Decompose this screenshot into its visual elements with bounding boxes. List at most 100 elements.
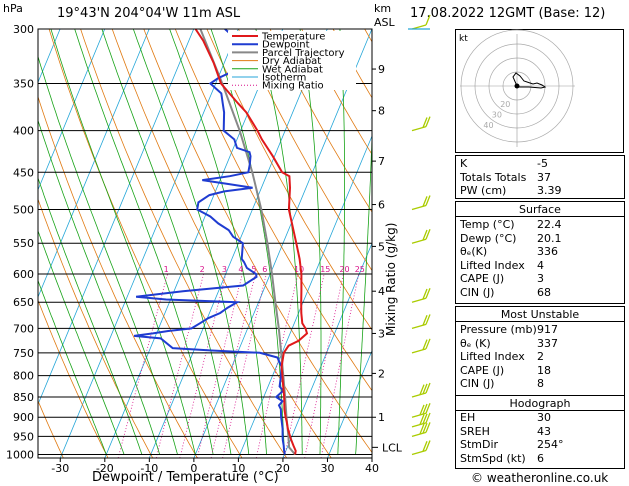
table-row: PW (cm) 3.39 bbox=[456, 184, 624, 198]
mixing-ratio-axis-label: Mixing Ratio (g/kg) bbox=[384, 222, 398, 336]
isotherm-line bbox=[327, 349, 372, 458]
row-label: Lifted Index bbox=[460, 350, 525, 363]
table-row: StmSpd (kt) 6 bbox=[456, 452, 624, 466]
km-tick-label: 2 bbox=[378, 367, 385, 380]
dry-adiabat-line bbox=[206, 29, 372, 331]
hodograph-title: Hodograph bbox=[509, 397, 571, 410]
table-row: CIN (J) 68 bbox=[456, 286, 624, 300]
pressure-tick-label: 550 bbox=[13, 237, 34, 250]
mixing-ratio-label: 20 bbox=[339, 265, 349, 274]
mixing-ratio-line bbox=[179, 273, 227, 458]
mixing-ratio-line bbox=[196, 273, 243, 458]
mixing-ratio-label: 15 bbox=[320, 265, 330, 274]
legend-entry: Wet Adiabat bbox=[262, 64, 323, 75]
x-tick-label: -30 bbox=[51, 462, 69, 475]
mixing-ratio-label: 25 bbox=[355, 265, 365, 274]
wind-barb-flag bbox=[422, 403, 428, 415]
pressure-tick-label: 1000 bbox=[6, 448, 34, 461]
row-value: 37 bbox=[537, 170, 551, 184]
row-label: Totals Totals bbox=[460, 170, 527, 184]
pressure-tick-label: 900 bbox=[13, 411, 34, 424]
row-value: -5 bbox=[537, 157, 548, 170]
mixing-ratio-line bbox=[155, 273, 204, 458]
plot-frame bbox=[37, 28, 373, 459]
row-label: CAPE (J) bbox=[460, 272, 505, 285]
temperature-line bbox=[194, 29, 309, 455]
table-row: Pressure (mb) 917 bbox=[456, 323, 624, 337]
isotherm-line bbox=[38, 29, 106, 191]
dry-adiabat-line bbox=[48, 29, 243, 458]
km-tick-label: 6 bbox=[378, 199, 385, 212]
most-unstable-title: Most Unstable bbox=[500, 308, 580, 321]
x-axis-label: Dewpoint / Temperature (°C) bbox=[92, 470, 279, 485]
wind-barb-flag bbox=[422, 339, 428, 350]
wind-barb-flag bbox=[422, 413, 428, 424]
wind-barb bbox=[411, 204, 427, 211]
wind-barb bbox=[411, 126, 427, 132]
wind-barb bbox=[411, 392, 427, 398]
dry-adiabat-line bbox=[80, 29, 288, 458]
wind-barb-flag bbox=[422, 422, 428, 434]
wind-barb-flag bbox=[419, 404, 425, 416]
wind-barb-flag bbox=[425, 338, 431, 350]
wind-barb bbox=[411, 323, 427, 330]
pressure-tick-label: 400 bbox=[13, 125, 34, 138]
wind-barb-flag bbox=[419, 414, 425, 425]
wind-barb-flag bbox=[422, 314, 428, 326]
table-row: StmDir 254° bbox=[456, 438, 624, 452]
wind-barb-flag bbox=[425, 116, 431, 127]
row-value: 3.39 bbox=[537, 184, 562, 197]
table-row: θₑ (K) 337 bbox=[456, 337, 624, 351]
x-tick-label: 20 bbox=[276, 462, 290, 475]
dry-adiabat-line bbox=[269, 29, 372, 213]
mixing-ratio-line bbox=[210, 273, 256, 458]
row-label: Dewp (°C) bbox=[460, 231, 517, 245]
wind-barb-flag bbox=[422, 117, 428, 128]
wet-adiabat-line bbox=[169, 29, 267, 455]
km-tick-label: 5 bbox=[378, 240, 385, 253]
row-value: 43 bbox=[537, 424, 551, 438]
row-label: EH bbox=[460, 411, 476, 424]
wind-barb-flag bbox=[425, 440, 431, 451]
table-row: Lifted Index 2 bbox=[456, 350, 624, 364]
km-tick-label: 7 bbox=[378, 155, 385, 168]
row-value: 3 bbox=[537, 272, 544, 285]
legend-entry: Parcel Trajectory bbox=[262, 48, 345, 59]
mixing-ratio-line bbox=[283, 273, 325, 458]
row-value: 22.4 bbox=[537, 218, 562, 231]
wind-barb-flag bbox=[419, 384, 425, 395]
km-tick-label: 3 bbox=[378, 327, 385, 340]
table-row: θₑ(K) 336 bbox=[456, 245, 624, 259]
wind-barb bbox=[411, 297, 427, 303]
asl-label: ASL bbox=[374, 16, 395, 29]
x-tick-label: 0 bbox=[190, 462, 197, 475]
row-label: CAPE (J) bbox=[460, 363, 505, 377]
hodograph-unit: kt bbox=[459, 34, 468, 44]
table-row: Totals Totals 37 bbox=[456, 171, 624, 185]
row-label: SREH bbox=[460, 424, 490, 438]
wind-barb-flag bbox=[422, 383, 428, 395]
hodograph-ring-label: 40 bbox=[483, 121, 493, 130]
pressure-unit-label: hPa bbox=[3, 2, 23, 15]
table-row: Temp (°C) 22.4 bbox=[456, 218, 624, 232]
row-value: 4 bbox=[537, 258, 544, 272]
wind-barb-flag bbox=[425, 14, 431, 26]
wind-barb-flag bbox=[425, 382, 431, 394]
x-tick-label: 30 bbox=[320, 462, 334, 475]
wet-adiabat-line bbox=[337, 29, 345, 455]
pressure-tick-label: 850 bbox=[13, 391, 34, 404]
row-label: CIN (J) bbox=[460, 285, 495, 299]
row-label: Temp (°C) bbox=[460, 218, 515, 231]
mixing-ratio-line bbox=[304, 273, 344, 458]
pressure-tick-label: 700 bbox=[13, 322, 34, 335]
mixing-ratio-label: 4 bbox=[238, 265, 243, 274]
wind-barb-flag bbox=[425, 288, 431, 299]
pressure-tick-label: 800 bbox=[13, 370, 34, 383]
surface-table: Surface Temp (°C) 22.4 Dewp (°C) 20.1 θₑ(K) 3… bbox=[455, 201, 625, 304]
row-value: 337 bbox=[537, 336, 558, 350]
dry-adiabat-line bbox=[38, 95, 198, 458]
indices-table: K -5 Totals Totals 37 PW (cm) 3.39 bbox=[455, 155, 625, 199]
pressure-tick-label: 750 bbox=[13, 347, 34, 360]
